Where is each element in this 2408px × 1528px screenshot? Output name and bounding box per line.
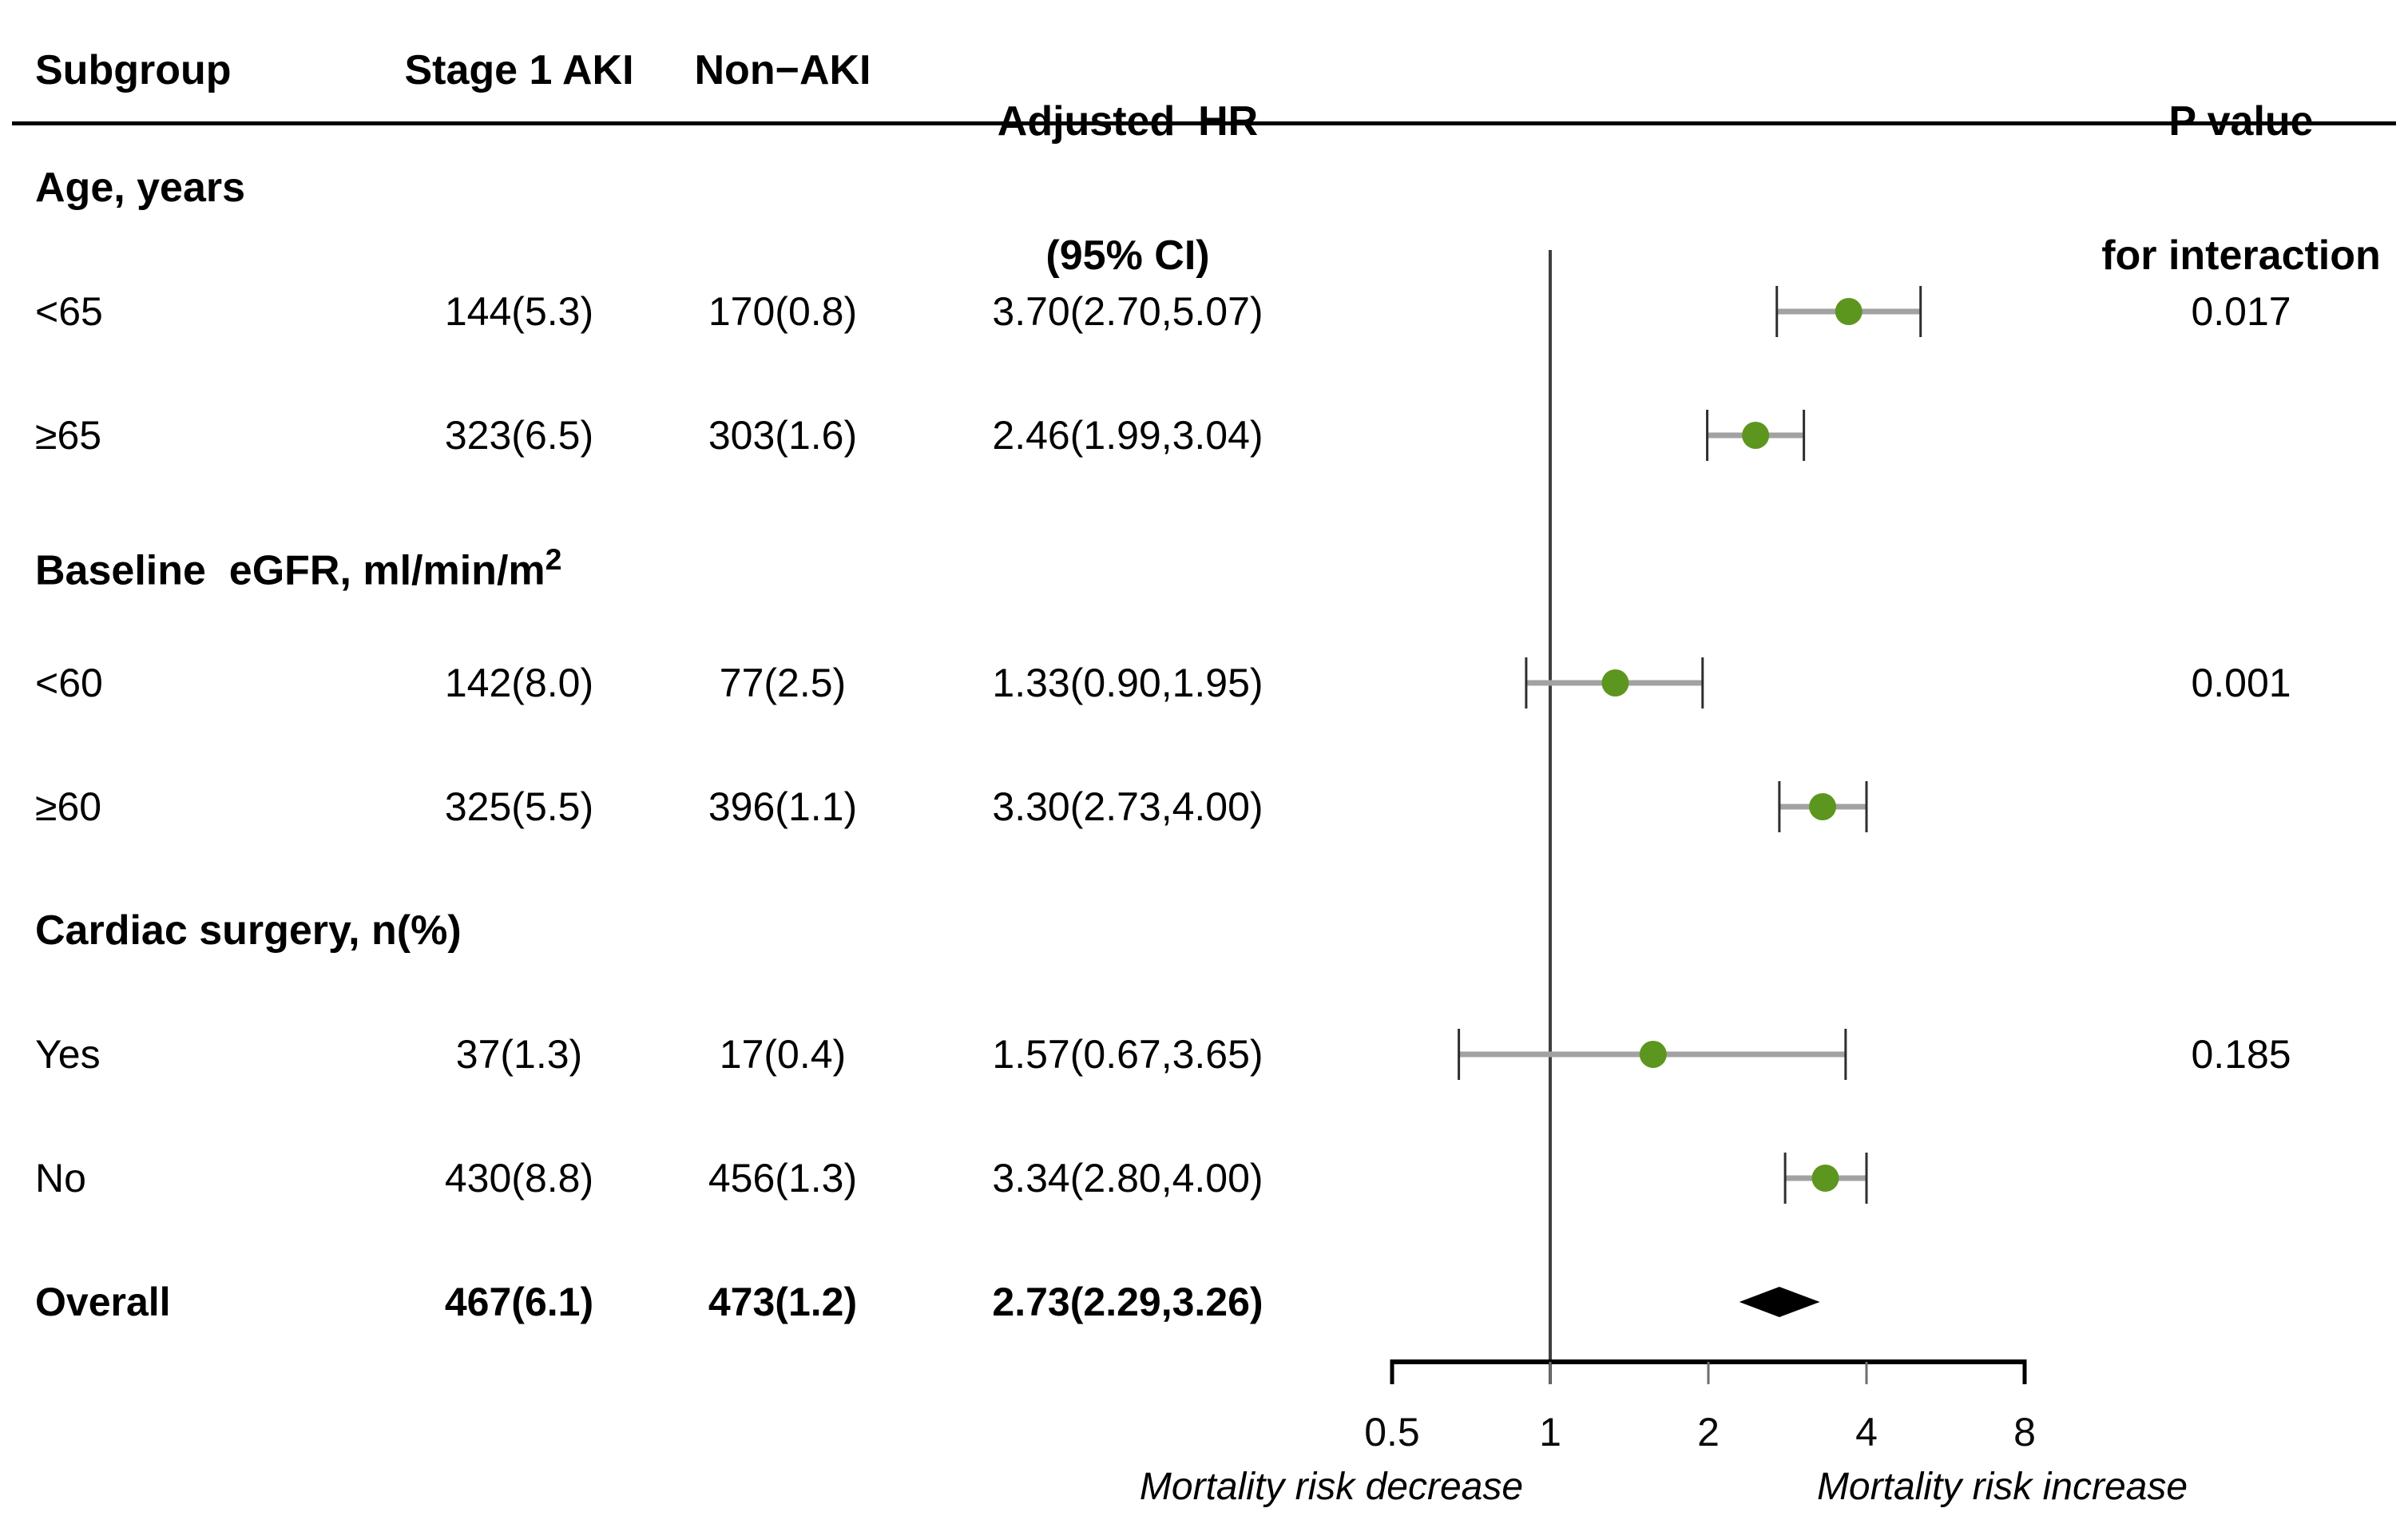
axis-caption-risk-increase: Mortality risk increase — [1816, 1466, 2188, 1508]
adjusted-hr-value: 2.73(2.29,3.26) — [992, 1280, 1264, 1324]
non-aki-value: 396(1.1) — [708, 784, 858, 829]
x-axis-tick-label: 2 — [1697, 1410, 1720, 1455]
data-row-egfr-ge60: ≥60 325(5.5) 396(1.1) 3.30(2.73,4.00) — [0, 765, 2408, 848]
section-header-egfr: Baseline eGFR, ml/min/m2 — [35, 518, 561, 612]
subgroup-label: Overall — [35, 1280, 171, 1324]
p-interaction-value: 0.001 — [2191, 661, 2291, 705]
subgroup-label: No — [35, 1156, 86, 1201]
stage1-aki-value: 325(5.5) — [444, 784, 594, 829]
data-row-surgery-no: No 430(8.8) 456(1.3) 3.34(2.80,4.00) — [0, 1137, 2408, 1220]
stage1-aki-value: 144(5.3) — [444, 289, 594, 334]
section-row-cardiac-surgery: Cardiac surgery, n(%) — [0, 889, 2408, 972]
col-header-subgroup: Subgroup — [35, 47, 232, 93]
data-row-overall: Overall 467(6.1) 473(1.2) 2.73(2.29,3.26… — [0, 1260, 2408, 1343]
adjusted-hr-value: 3.70(2.70,5.07) — [992, 289, 1264, 334]
stage1-aki-value: 323(6.5) — [444, 413, 594, 458]
section-row-age: Age, years — [0, 146, 2408, 229]
stage1-aki-value: 467(6.1) — [444, 1280, 594, 1324]
adjusted-hr-value: 1.57(0.67,3.65) — [992, 1032, 1264, 1077]
subgroup-label: Yes — [35, 1032, 101, 1077]
section-header-egfr-text: Baseline eGFR, ml/min/m — [35, 547, 545, 594]
data-row-age-ge65: ≥65 323(6.5) 303(1.6) 2.46(1.99,3.04) — [0, 394, 2408, 477]
subgroup-label: <65 — [35, 289, 103, 334]
col-header-non-aki: Non−AKI — [694, 47, 871, 93]
data-row-age-lt65: <65 144(5.3) 170(0.8) 3.70(2.70,5.07) 0.… — [0, 270, 2408, 353]
subgroup-label: ≥65 — [35, 413, 102, 458]
x-axis-tick-label: 1 — [1539, 1410, 1561, 1455]
section-row-egfr: Baseline eGFR, ml/min/m2 — [0, 518, 2408, 601]
section-header-age: Age, years — [35, 165, 246, 211]
subgroup-label: <60 — [35, 661, 103, 705]
col-header-p-interaction-line2: for interaction — [2101, 232, 2381, 279]
non-aki-value: 456(1.3) — [708, 1156, 858, 1201]
adjusted-hr-value: 3.34(2.80,4.00) — [992, 1156, 1264, 1201]
adjusted-hr-value: 3.30(2.73,4.00) — [992, 784, 1264, 829]
x-axis-tick-label: 4 — [1855, 1410, 1878, 1455]
adjusted-hr-value: 2.46(1.99,3.04) — [992, 413, 1264, 458]
header-divider-line — [12, 121, 2396, 125]
section-header-egfr-superscript: 2 — [545, 542, 562, 576]
non-aki-value: 303(1.6) — [708, 413, 858, 458]
x-axis-tick-label: 8 — [2013, 1410, 2036, 1455]
stage1-aki-value: 37(1.3) — [455, 1032, 583, 1077]
p-interaction-value: 0.185 — [2191, 1032, 2291, 1077]
x-axis-tick-label: 0.5 — [1364, 1410, 1420, 1455]
subgroup-label: ≥60 — [35, 784, 102, 829]
data-row-surgery-yes: Yes 37(1.3) 17(0.4) 1.57(0.67,3.65) 0.18… — [0, 1013, 2408, 1096]
data-row-egfr-lt60: <60 142(8.0) 77(2.5) 1.33(0.90,1.95) 0.0… — [0, 641, 2408, 724]
stage1-aki-value: 430(8.8) — [444, 1156, 594, 1201]
non-aki-value: 170(0.8) — [708, 289, 858, 334]
col-header-stage1-aki: Stage 1 AKI — [404, 47, 634, 93]
stage1-aki-value: 142(8.0) — [444, 661, 594, 705]
non-aki-value: 17(0.4) — [719, 1032, 847, 1077]
adjusted-hr-value: 1.33(0.90,1.95) — [992, 661, 1264, 705]
section-header-cardiac-surgery: Cardiac surgery, n(%) — [35, 907, 462, 954]
axis-caption-risk-decrease: Mortality risk decrease — [1139, 1466, 1524, 1508]
p-interaction-value: 0.017 — [2191, 289, 2291, 334]
non-aki-value: 473(1.2) — [708, 1280, 858, 1324]
col-header-adjusted-hr-line2: (95% CI) — [1045, 232, 1210, 279]
non-aki-value: 77(2.5) — [719, 661, 847, 705]
